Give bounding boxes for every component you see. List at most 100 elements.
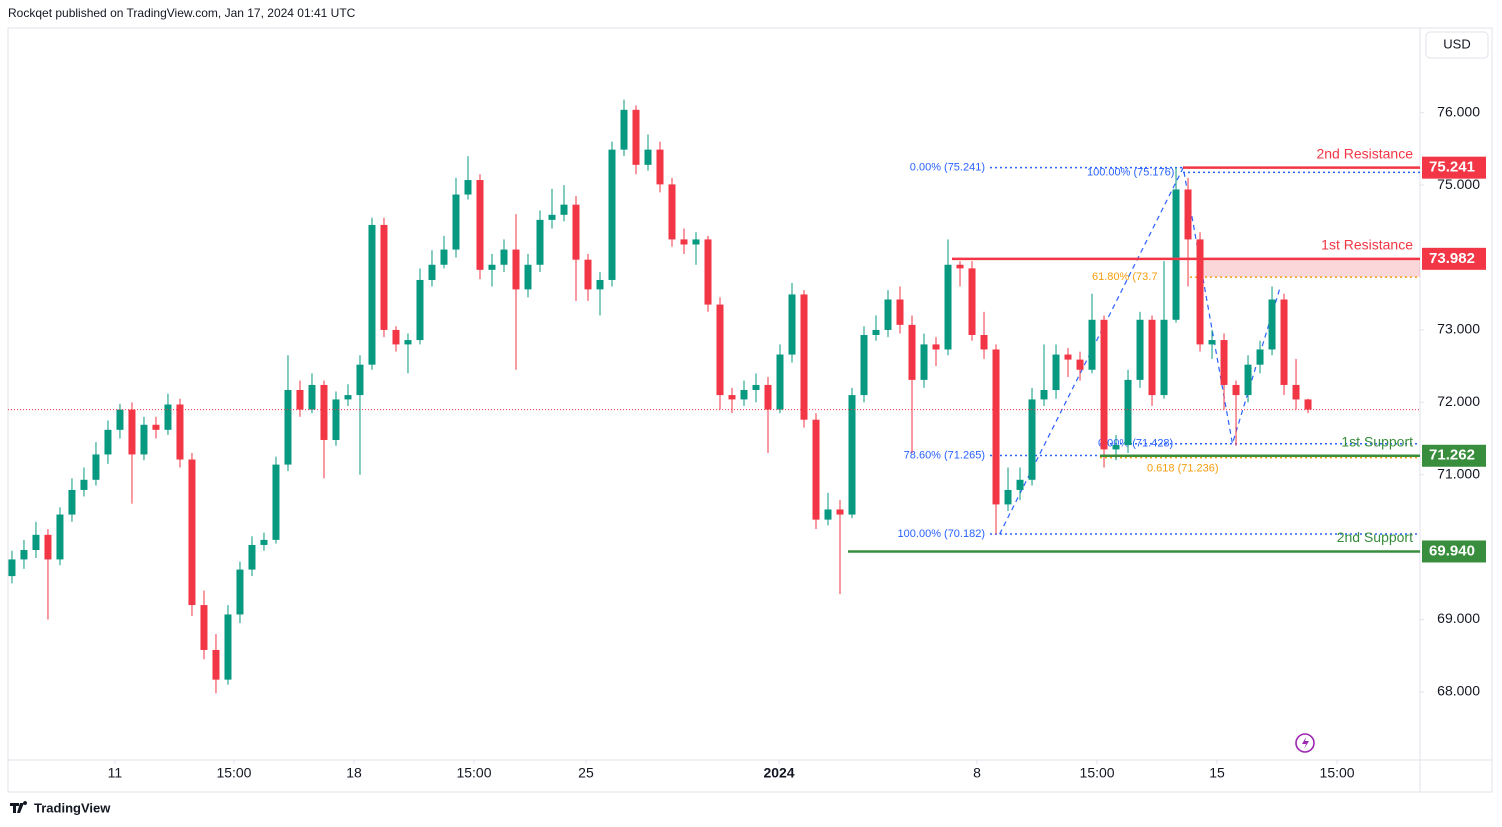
candle-body (1232, 384, 1240, 396)
fib-label: 100.00% (75.176) (1087, 166, 1174, 178)
candle-body (536, 219, 544, 265)
candle-body (1100, 319, 1108, 450)
candle-body (1184, 189, 1192, 240)
candle-body (956, 264, 964, 269)
candle-body (260, 539, 268, 545)
candle-body (1148, 319, 1156, 396)
candle-body (224, 614, 232, 680)
fib-label: 0.618 (71.236) (1147, 463, 1219, 475)
candle-body (236, 569, 244, 615)
candle-body (116, 409, 124, 430)
candle-body (836, 509, 844, 515)
candle-body (320, 384, 328, 440)
candle-body (332, 399, 340, 440)
currency[interactable]: USD (1443, 36, 1470, 51)
candle-body (1052, 354, 1060, 391)
candle-body (452, 194, 460, 250)
x-tick-label: 2024 (763, 765, 794, 781)
y-tick-label: 76.000 (1437, 103, 1480, 119)
candle-body (980, 334, 988, 350)
publish-info: Rockqet published on TradingView.com, Ja… (8, 6, 356, 20)
event-bolt (1302, 737, 1309, 749)
y-tick-label: 75.000 (1437, 176, 1480, 192)
level-price-box (1422, 540, 1486, 563)
candle-body (344, 395, 352, 400)
candle-body (212, 649, 220, 680)
candle-body (80, 479, 88, 490)
y-tick-label: 73.000 (1437, 321, 1480, 337)
candle-body (884, 299, 892, 330)
candle-body (680, 239, 688, 245)
candle-body (668, 184, 676, 240)
candle-body (176, 404, 184, 460)
candle-body (860, 334, 868, 396)
candle-body (1136, 319, 1144, 380)
candle-body (44, 534, 52, 560)
candle-body (488, 264, 496, 270)
y-tick-label: 72.000 (1437, 393, 1480, 409)
candle-body (152, 424, 160, 430)
candle-body (1040, 390, 1048, 400)
candle-body (800, 294, 808, 420)
candle-body (896, 299, 904, 325)
candle-body (428, 264, 436, 280)
candle-body (440, 249, 448, 265)
candle-body (992, 349, 1000, 505)
level-name: 2nd Resistance (1316, 145, 1413, 161)
candle-body (872, 329, 880, 335)
candle-body (584, 259, 592, 290)
candle-body (1064, 354, 1072, 360)
candle-body (764, 384, 772, 410)
level-price-box (1422, 156, 1486, 179)
x-tick-label: 25 (578, 765, 594, 781)
currency-button[interactable] (1425, 31, 1489, 59)
candle-body (944, 264, 952, 350)
candle-body (104, 429, 112, 455)
candle-body (1304, 399, 1312, 410)
candle-body (1112, 445, 1120, 450)
candle-body (296, 390, 304, 410)
candle-body (620, 109, 628, 150)
candle-body (416, 279, 424, 341)
candle-body (200, 605, 208, 650)
candle-body (512, 249, 520, 290)
fib-label: 0.00% (71.428) (1098, 438, 1173, 450)
candle-body (1160, 319, 1168, 396)
candle-body (308, 384, 316, 410)
candle-body (1016, 479, 1024, 490)
x-tick-label: 11 (108, 765, 123, 781)
x-tick-label: 15 (1209, 765, 1225, 781)
candle-body (476, 180, 484, 270)
candle-body (32, 534, 40, 551)
candle-body (1088, 319, 1096, 370)
candle-body (716, 304, 724, 396)
candle-body (728, 395, 736, 400)
candle-body (704, 239, 712, 305)
candle-body (1268, 299, 1276, 350)
candle-body (368, 224, 376, 365)
x-tick-label: 8 (973, 765, 981, 781)
fib-label: 0.00% (75.241) (910, 162, 985, 174)
candle-body (1004, 489, 1012, 505)
x-tick-label: 15:00 (1080, 765, 1115, 781)
level-name: 2nd Support (1337, 529, 1413, 545)
zigzag (999, 165, 1282, 535)
candle-body (1172, 189, 1180, 320)
x-tick-label: 15:00 (216, 765, 251, 781)
candle-body (356, 364, 364, 396)
candle-body (380, 224, 388, 330)
candle-body (752, 384, 760, 391)
candle-body (932, 344, 940, 350)
candle-body (848, 395, 856, 515)
candle-body (632, 109, 640, 165)
candle-body (524, 264, 532, 290)
candle-body (284, 390, 292, 465)
level-name: 1st Resistance (1321, 237, 1413, 253)
candle-body (20, 550, 28, 560)
candle-body (404, 340, 412, 345)
candle-body (272, 464, 280, 540)
candle-body (188, 459, 196, 606)
candle-body (1244, 364, 1252, 396)
event-icon[interactable] (1295, 733, 1315, 753)
candle-body (1256, 349, 1264, 365)
